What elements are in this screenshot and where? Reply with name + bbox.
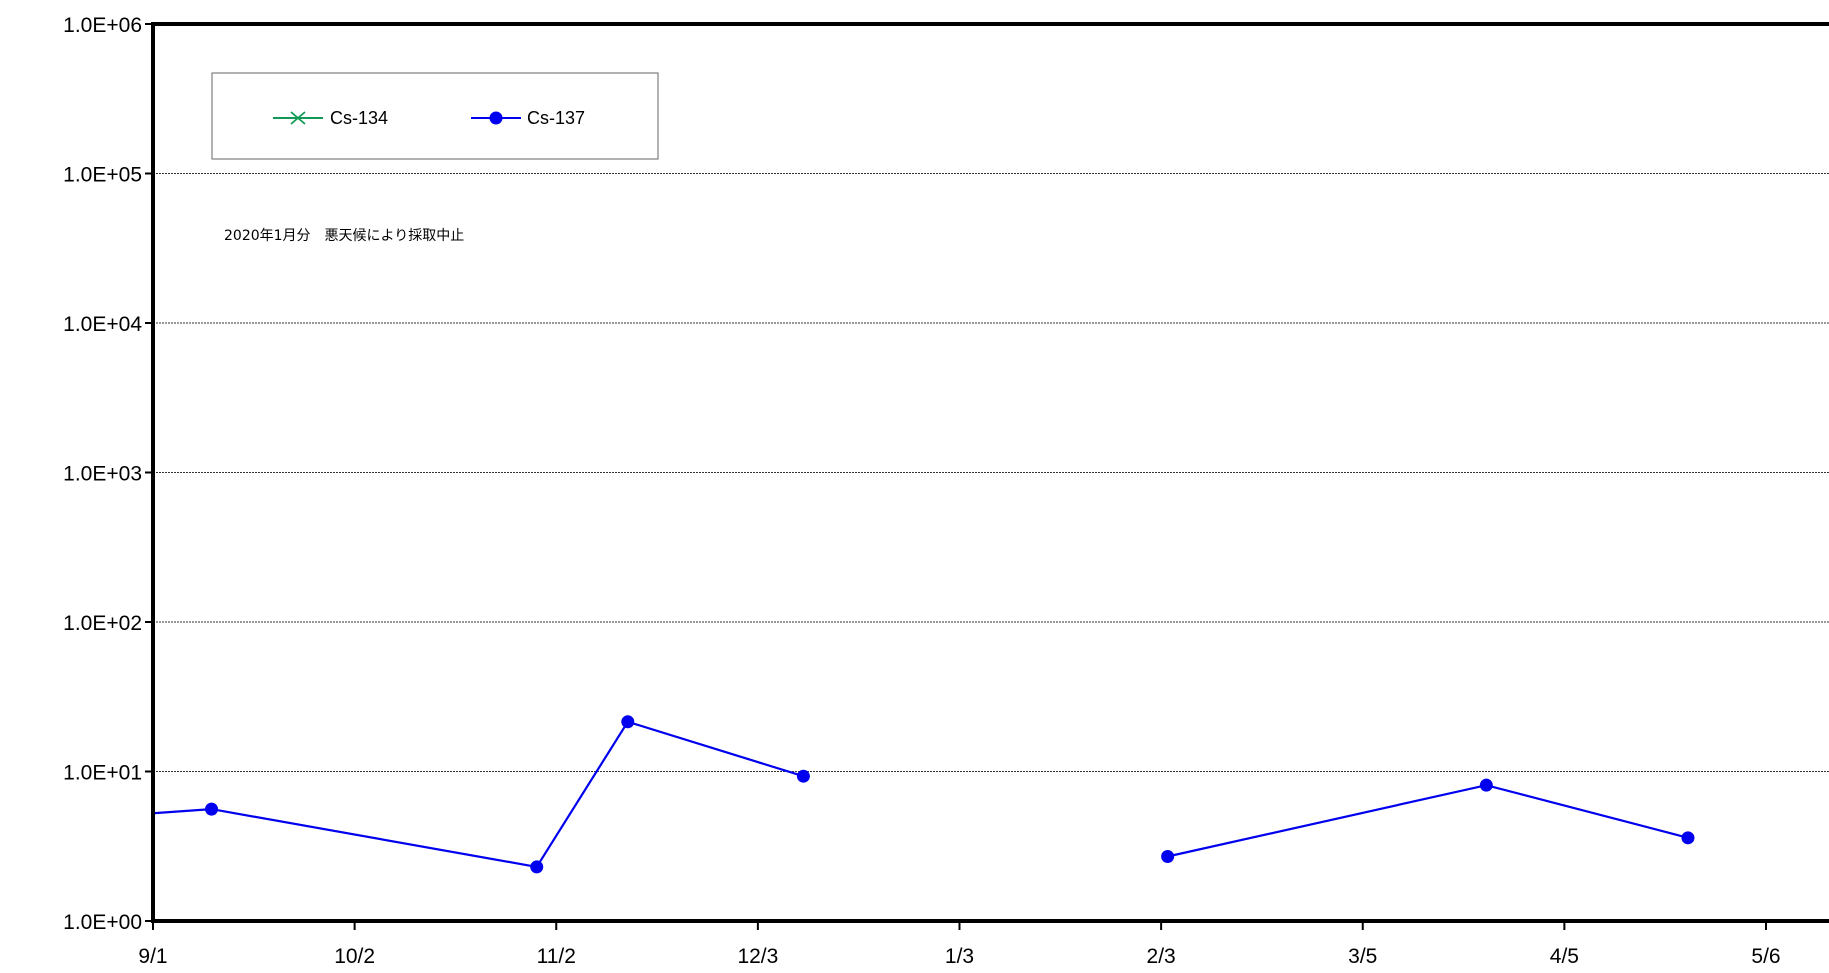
cs134-x-marker-icon xyxy=(290,111,306,125)
plot-series xyxy=(153,715,1695,874)
x-tick-label: 2/3 xyxy=(1147,945,1176,968)
series-line-cs-137 xyxy=(153,720,804,869)
data-point-cs-137 xyxy=(1479,778,1493,792)
x-tick-label: 9/1 xyxy=(138,945,167,968)
data-point-cs-137 xyxy=(1161,850,1175,864)
data-point-cs-137 xyxy=(1681,831,1695,845)
y-tick-label: 1.0E+05 xyxy=(63,164,142,187)
x-tick-label: 5/6 xyxy=(1751,945,1780,968)
y-tick-label: 1.0E+00 xyxy=(63,911,142,934)
grid-lines xyxy=(145,23,1829,930)
legend-item-cs134: Cs-134 xyxy=(273,108,388,128)
legend-label-cs134: Cs-134 xyxy=(330,108,388,128)
y-tick-label: 1.0E+04 xyxy=(63,313,142,336)
legend-box xyxy=(211,72,659,160)
cs137-circle-marker-icon xyxy=(489,111,503,125)
data-point-cs-137 xyxy=(205,802,219,816)
legend-label-cs137: Cs-137 xyxy=(527,108,585,128)
data-point-cs-137 xyxy=(621,715,635,729)
x-tick-labels: 9/1 10/2 11/2 12/3 1/3 2/3 3/5 4/5 5/6 xyxy=(138,945,1780,968)
y-tick-labels: 1.0E+00 1.0E+01 1.0E+02 1.0E+03 1.0E+04 1.0E+… xyxy=(63,14,142,934)
x-tick-label: 10/2 xyxy=(334,945,375,968)
annotation-note: 2020年1月分 悪天候により採取中止 xyxy=(224,228,464,244)
legend: Cs-134 Cs-137 xyxy=(211,72,659,160)
data-point-cs-137 xyxy=(796,769,810,783)
x-tick-label: 1/3 xyxy=(945,945,974,968)
y-tick-label: 1.0E+03 xyxy=(63,463,142,486)
data-point-cs-137 xyxy=(530,860,544,874)
y-tick-label: 1.0E+02 xyxy=(63,612,142,635)
x-tick-label: 11/2 xyxy=(537,945,576,968)
y-tick-label: 1.0E+06 xyxy=(63,14,142,37)
legend-item-cs137: Cs-137 xyxy=(471,108,585,128)
x-tick-label: 3/5 xyxy=(1348,945,1377,968)
y-tick-label: 1.0E+01 xyxy=(63,762,142,785)
series-line-cs-137 xyxy=(1167,784,1689,858)
axes xyxy=(151,22,1829,923)
x-tick-label: 4/5 xyxy=(1550,945,1579,968)
x-tick-label: 12/3 xyxy=(737,945,778,968)
